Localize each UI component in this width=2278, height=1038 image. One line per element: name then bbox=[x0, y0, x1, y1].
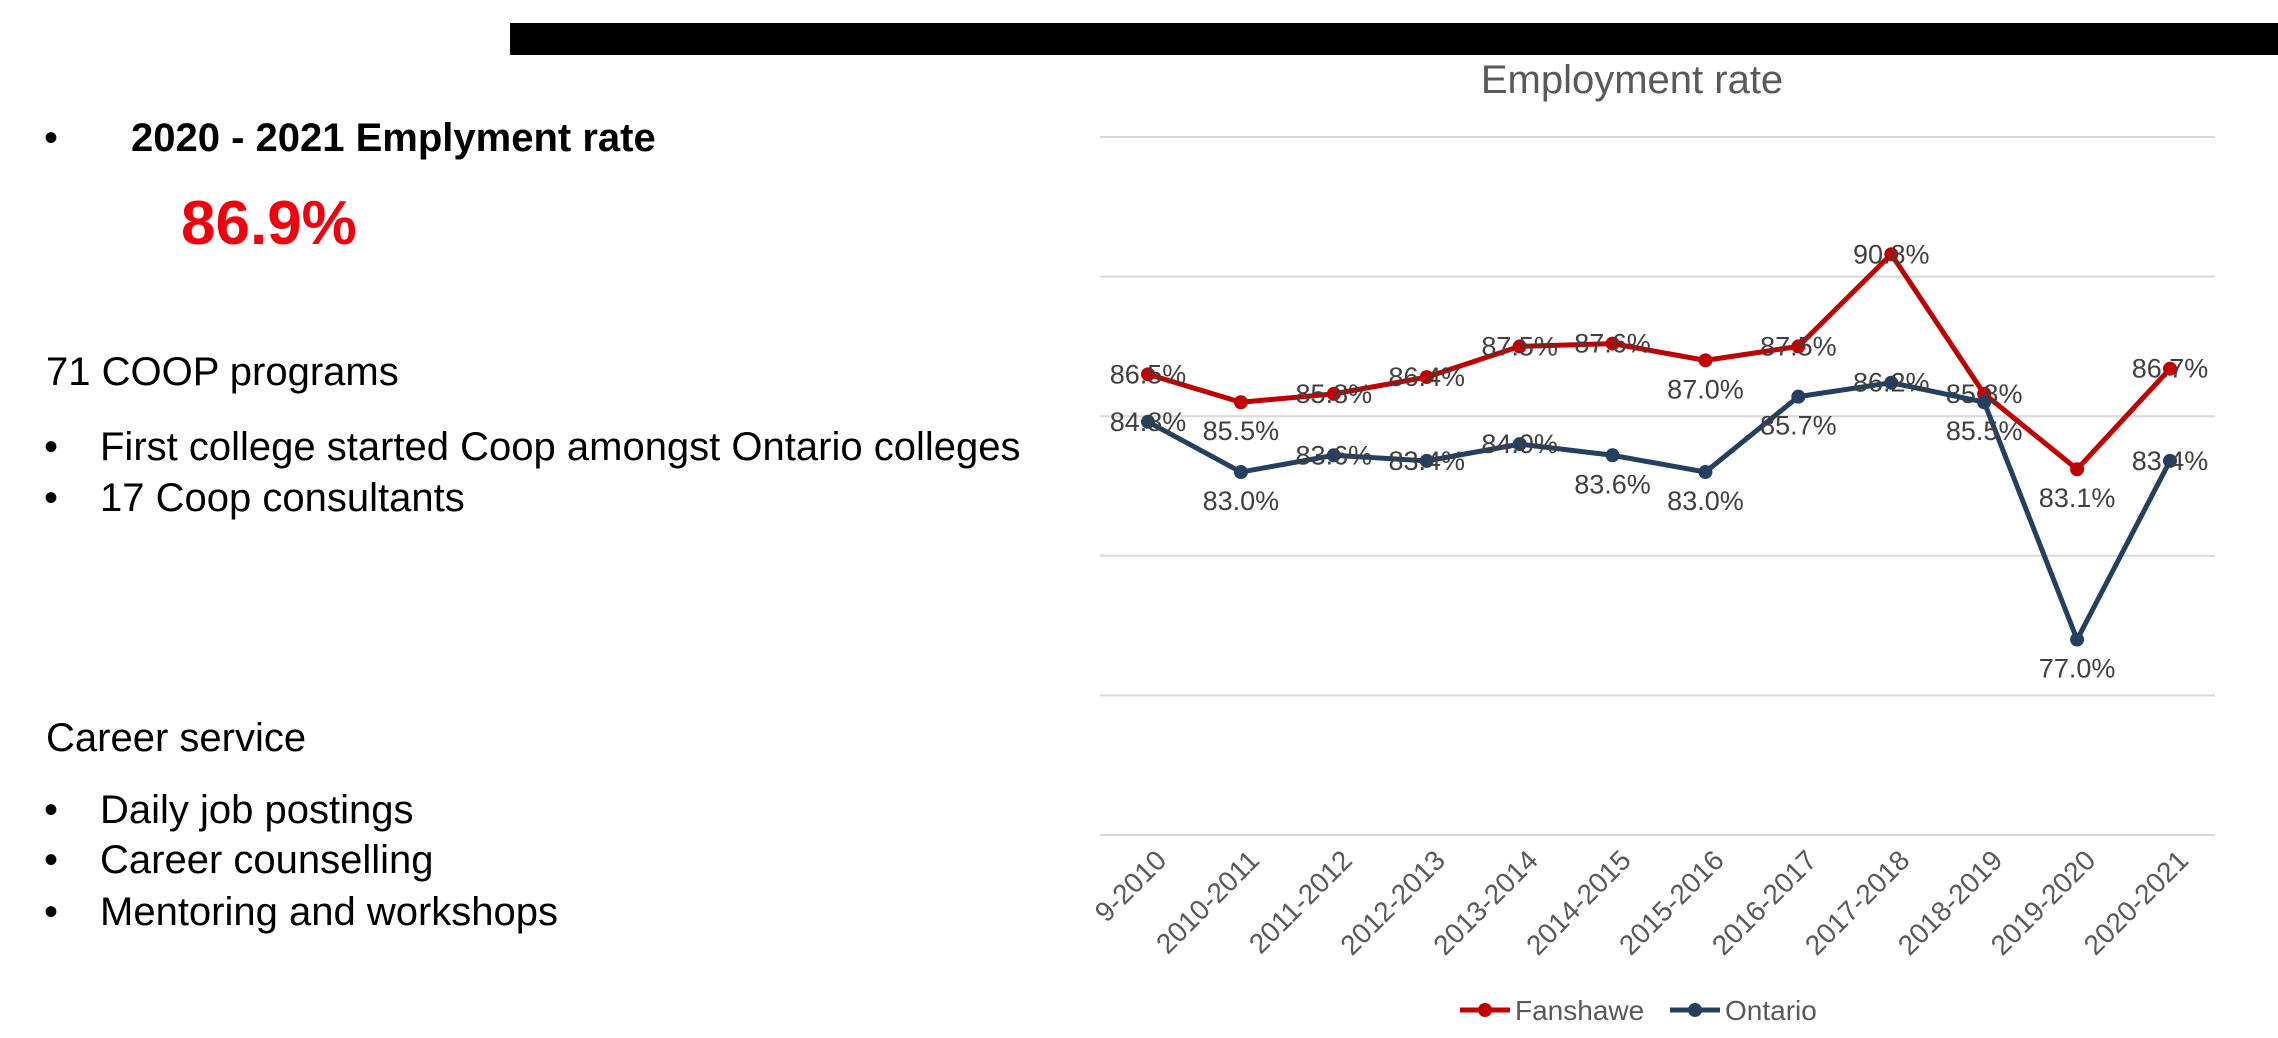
coop-bullet-2: • 17 Coop consultants bbox=[44, 476, 465, 521]
data-point-ontario bbox=[2070, 632, 2085, 647]
data-label-fanshawe: 86.7% bbox=[2132, 354, 2209, 384]
data-label-ontario: 83.4% bbox=[2132, 446, 2209, 476]
data-point-ontario bbox=[2163, 453, 2177, 468]
data-point-fanshawe bbox=[1233, 395, 1248, 410]
data-label-ontario: 83.6% bbox=[1296, 440, 1373, 470]
career-bullet-text: Mentoring and workshops bbox=[100, 890, 559, 934]
bullet-glyph: • bbox=[44, 890, 59, 934]
data-point-ontario bbox=[1419, 453, 1434, 468]
career-bullet-2: • Career counselling bbox=[44, 838, 434, 883]
rate-value: 86.9% bbox=[181, 189, 357, 258]
data-label-ontario: 83.4% bbox=[1388, 446, 1465, 476]
employment-rate-chart: Employment rate 2009-2010 2010-2011 2011-20… bbox=[1010, 0, 2278, 1033]
data-label-ontario: 84.0% bbox=[1481, 429, 1558, 459]
rate-heading: 2020 - 2021 Emplyment rate bbox=[131, 116, 656, 160]
legend-swatch-marker bbox=[1478, 1003, 1492, 1017]
data-point-ontario bbox=[1141, 414, 1155, 429]
data-point-fanshawe bbox=[2070, 462, 2085, 477]
bullet-glyph: • bbox=[44, 425, 59, 469]
data-label-ontario: 86.2% bbox=[1853, 368, 1930, 398]
data-label-ontario: 77.0% bbox=[2039, 654, 2116, 684]
career-bullet-1: • Daily job postings bbox=[44, 788, 414, 833]
chart-svg: Employment rate2009-20102010-20112011-20… bbox=[1056, 58, 2215, 1026]
top-black-bar bbox=[510, 23, 2278, 55]
coop-bullet-1: • First college started Coop amongst Ont… bbox=[44, 425, 1020, 470]
data-label-fanshawe: 87.0% bbox=[1667, 374, 1744, 404]
series-line-ontario bbox=[1146, 380, 2173, 643]
data-point-ontario bbox=[1884, 375, 1899, 390]
legend-label: Fanshawe bbox=[1515, 995, 1644, 1026]
series-line-fanshawe bbox=[1147, 251, 2172, 472]
data-point-fanshawe bbox=[1141, 367, 1155, 382]
coop-bullet-text: First college started Coop amongst Ontar… bbox=[100, 425, 1021, 469]
data-point-fanshawe bbox=[1605, 336, 1620, 351]
bullet-glyph: • bbox=[44, 788, 59, 832]
data-point-fanshawe bbox=[1326, 386, 1341, 401]
legend-swatch-marker bbox=[1688, 1003, 1702, 1017]
career-bullet-3: • Mentoring and workshops bbox=[44, 890, 558, 935]
left-text-panel: • 2020 - 2021 Emplyment rate 86.9% 71 CO… bbox=[0, 0, 1100, 1033]
coop-bullet-text: 17 Coop consultants bbox=[100, 476, 465, 520]
data-point-ontario bbox=[1512, 437, 1527, 452]
data-label-fanshawe: 83.1% bbox=[2039, 483, 2116, 513]
data-label-fanshawe: 86.5% bbox=[1110, 359, 1187, 389]
legend-label: Ontario bbox=[1725, 995, 1817, 1026]
data-point-ontario bbox=[1698, 465, 1713, 480]
bullet-glyph: • bbox=[44, 476, 59, 520]
data-point-ontario bbox=[1791, 389, 1806, 404]
data-point-ontario bbox=[1605, 448, 1620, 463]
data-label-ontario: 83.0% bbox=[1203, 486, 1280, 516]
data-point-fanshawe bbox=[1791, 339, 1806, 354]
data-point-fanshawe bbox=[1698, 353, 1713, 368]
data-point-ontario bbox=[1326, 448, 1341, 463]
bullet-glyph: • bbox=[44, 116, 59, 160]
data-label-fanshawe: 86.4% bbox=[1388, 362, 1465, 392]
career-heading: Career service bbox=[46, 716, 307, 760]
data-label-ontario: 84.8% bbox=[1110, 407, 1187, 437]
data-point-ontario bbox=[1977, 395, 1992, 410]
rate-heading-line: • 2020 - 2021 Emplyment rate bbox=[0, 116, 656, 161]
data-point-fanshawe bbox=[1419, 370, 1434, 385]
data-point-ontario bbox=[1233, 465, 1248, 480]
career-bullet-text: Daily job postings bbox=[100, 788, 414, 832]
data-point-fanshawe bbox=[1512, 339, 1527, 354]
data-label-fanshawe: 87.6% bbox=[1574, 329, 1651, 359]
data-point-fanshawe bbox=[1884, 247, 1899, 262]
data-label-fanshawe: 90.8% bbox=[1853, 239, 1930, 269]
data-label-fanshawe: 85.5% bbox=[1203, 416, 1280, 446]
bullet-glyph: • bbox=[44, 838, 59, 882]
data-label-ontario: 85.7% bbox=[1760, 411, 1837, 441]
data-point-fanshawe bbox=[2163, 361, 2177, 376]
career-bullet-text: Career counselling bbox=[100, 838, 434, 882]
data-label-ontario: 83.6% bbox=[1574, 469, 1651, 499]
data-label-ontario: 83.0% bbox=[1667, 486, 1744, 516]
chart-title: Employment rate bbox=[1481, 58, 1783, 102]
data-label-fanshawe: 87.5% bbox=[1760, 331, 1837, 361]
data-label-fanshawe: 87.5% bbox=[1481, 331, 1558, 361]
data-label-ontario: 85.5% bbox=[1946, 416, 2023, 446]
data-label-fanshawe: 85.8% bbox=[1296, 379, 1373, 409]
coop-heading: 71 COOP programs bbox=[46, 350, 399, 394]
